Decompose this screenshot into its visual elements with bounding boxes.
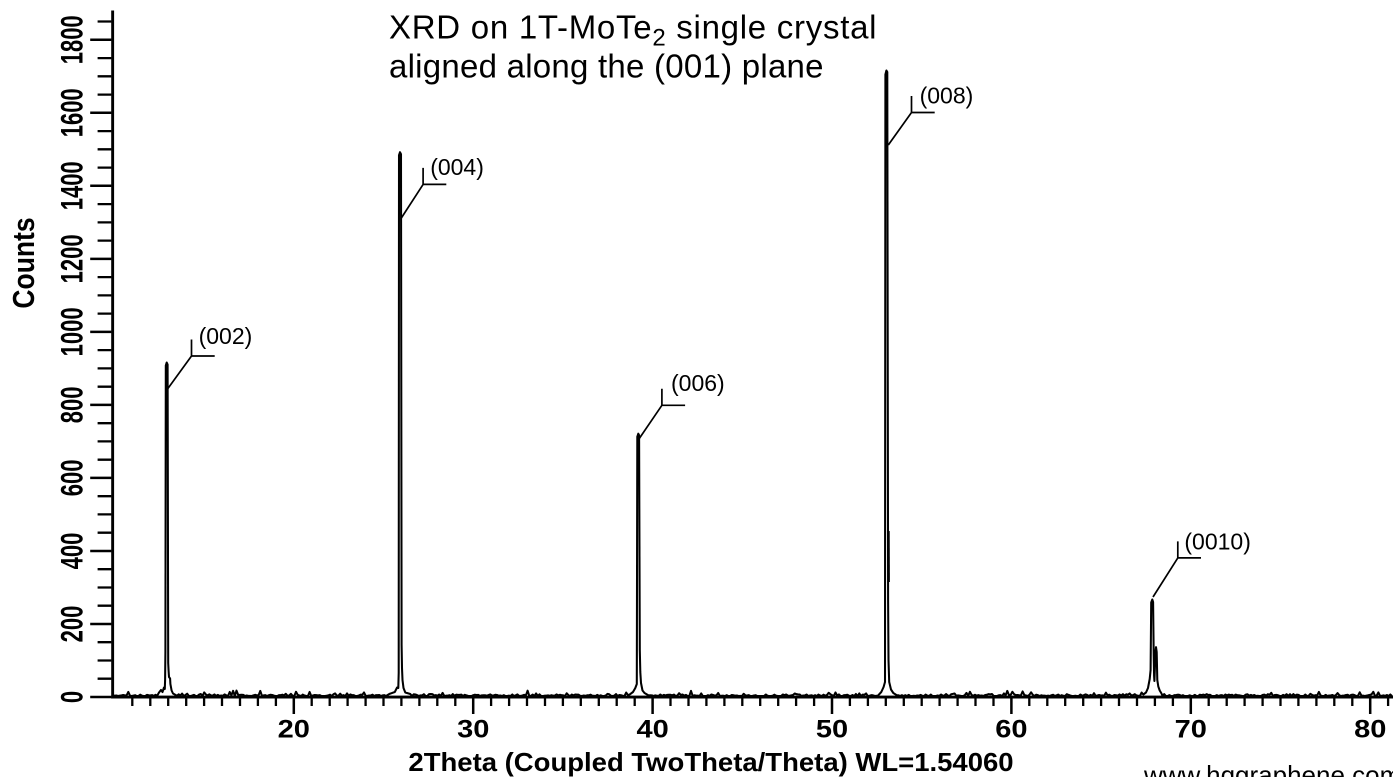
svg-text:www.hqgraphene.com: www.hqgraphene.com [1143,760,1393,777]
svg-text:1200: 1200 [53,234,89,283]
svg-text:(0010): (0010) [1184,529,1250,555]
svg-text:Counts: Counts [7,217,41,308]
svg-text:1800: 1800 [53,15,89,64]
svg-text:1000: 1000 [53,307,89,356]
svg-text:800: 800 [53,387,89,424]
svg-text:(004): (004) [430,154,484,180]
svg-text:XRD on 1T-MoTe2 single crystal: XRD on 1T-MoTe2 single crystal [389,9,877,52]
svg-text:30: 30 [457,715,489,744]
svg-text:aligned along the (001) plane: aligned along the (001) plane [389,47,824,84]
svg-text:1400: 1400 [53,161,89,210]
svg-text:80: 80 [1354,715,1386,744]
svg-text:50: 50 [816,715,848,744]
svg-text:60: 60 [995,715,1027,744]
svg-text:600: 600 [53,460,89,497]
svg-text:0: 0 [53,691,89,703]
svg-text:2Theta (Coupled TwoTheta/Theta: 2Theta (Coupled TwoTheta/Theta) WL=1.540… [408,748,1013,777]
svg-text:(008): (008) [920,83,974,109]
svg-text:40: 40 [636,715,668,744]
svg-text:70: 70 [1175,715,1207,744]
svg-text:(006): (006) [671,370,725,396]
svg-text:400: 400 [53,533,89,570]
svg-text:1600: 1600 [53,88,89,137]
svg-text:200: 200 [53,606,89,643]
svg-text:20: 20 [278,715,310,744]
svg-text:(002): (002) [199,323,253,349]
